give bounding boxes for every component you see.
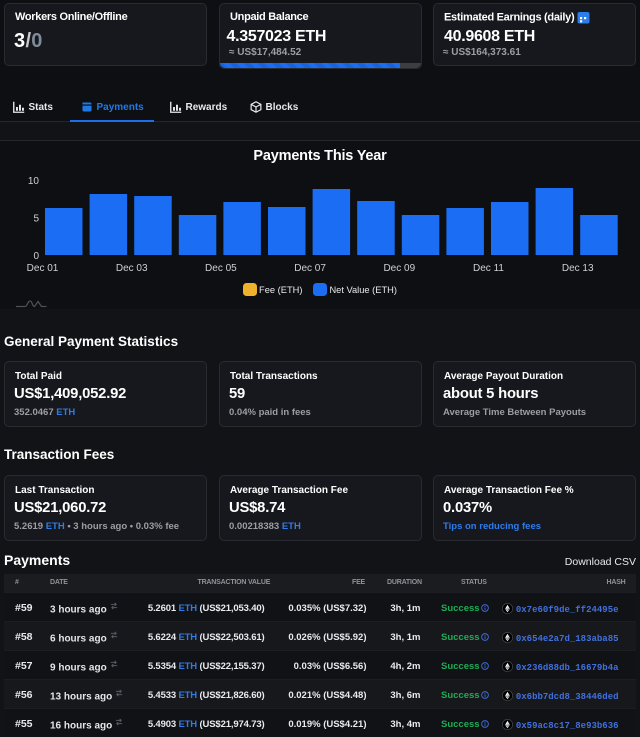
svg-text:Dec 11: Dec 11: [473, 263, 504, 274]
svg-text:Dec 13: Dec 13: [562, 263, 594, 274]
svg-text:10: 10: [28, 176, 40, 187]
svg-text:Dec 05: Dec 05: [205, 263, 237, 274]
svg-text:Dec 07: Dec 07: [294, 263, 326, 274]
svg-text:Dec 09: Dec 09: [383, 263, 415, 274]
svg-text:5: 5: [33, 214, 39, 225]
svg-text:0: 0: [33, 251, 39, 262]
svg-text:Dec 03: Dec 03: [116, 263, 148, 274]
svg-text:Dec 01: Dec 01: [27, 263, 59, 274]
